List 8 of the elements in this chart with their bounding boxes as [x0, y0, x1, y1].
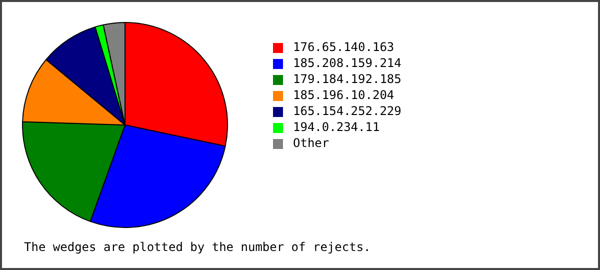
text: The wedges are plotted by the number of rejects. [24, 240, 371, 254]
legend-label: 194.0.234.11 [293, 120, 380, 134]
legend-label: 176.65.140.163 [293, 40, 394, 54]
legend-label: 165.154.252.229 [293, 104, 402, 118]
legend-label: Other [293, 136, 330, 150]
legend-label: 179.184.192.185 [293, 72, 402, 86]
legend-label: 185.208.159.214 [293, 56, 402, 70]
legend-label: 185.196.10.204 [293, 88, 394, 102]
